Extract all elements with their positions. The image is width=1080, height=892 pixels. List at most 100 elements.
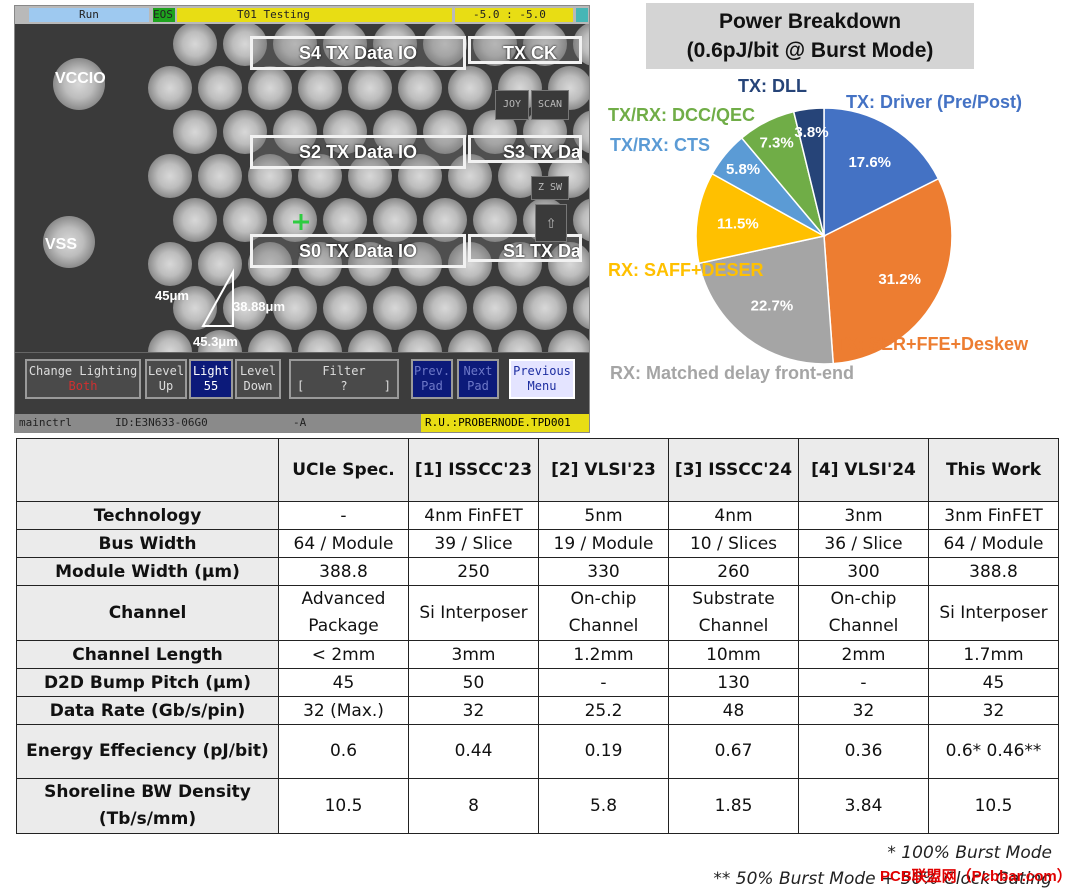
s4-tx-data-io-box[interactable]: S4 TX Data IO: [250, 36, 466, 70]
table-cell: 0.6* 0.46**: [928, 724, 1059, 779]
pie-category-label: TX: Driver (Pre/Post): [846, 92, 1022, 112]
pie-value-label: 17.6%: [848, 154, 891, 171]
table-row-header: Technology: [16, 501, 279, 530]
bump: [473, 198, 517, 242]
level-down-line2: Down: [243, 379, 273, 393]
table-cell: 10.5: [928, 778, 1059, 834]
s3-tx-label: S3 TX Da: [503, 142, 582, 162]
bump: [323, 24, 367, 66]
bump: [423, 198, 467, 242]
bump: [148, 330, 192, 352]
table-column-header: [1] ISSCC'23: [408, 438, 539, 502]
s2-tx-data-io-box[interactable]: S2 TX Data IO: [250, 135, 466, 169]
bump: [348, 154, 392, 198]
bump: [423, 286, 467, 330]
bump: [298, 242, 342, 286]
table-cell: 64 / Module: [928, 529, 1059, 558]
table-cell: 3nm: [798, 501, 929, 530]
table-cell: 388.8: [278, 557, 409, 586]
next-pad-button[interactable]: Next Pad: [457, 359, 499, 399]
table-cell: 330: [538, 557, 669, 586]
table-cell: 3mm: [408, 640, 539, 669]
z-sw-button[interactable]: Z SW: [531, 176, 569, 200]
bump: [398, 242, 442, 286]
change-lighting-label: Change Lighting: [28, 364, 138, 378]
test-status: T01 Testing: [177, 8, 452, 22]
table-cell: 4nm FinFET: [408, 501, 539, 530]
table-cell: -: [798, 668, 929, 697]
bump: [548, 242, 589, 286]
change-lighting-button[interactable]: Change Lighting Both: [25, 359, 141, 399]
table-cell: 10.5: [278, 778, 409, 834]
s0-tx-label: S0 TX Data IO: [298, 241, 418, 261]
scan-label: SCAN: [537, 99, 563, 110]
bump: [348, 330, 392, 352]
bump: [573, 110, 589, 154]
footnote-clock-gating: ** 50% Burst Mode + 50% Clock Gating: [713, 869, 1052, 889]
table-cell: 32 (Max.): [278, 696, 409, 725]
table-row-header: Module Width (μm): [16, 557, 279, 586]
table-cell: 250: [408, 557, 539, 586]
bump: [273, 110, 317, 154]
previous-menu-button[interactable]: Previous Menu: [509, 359, 575, 399]
power-breakdown-pie-chart: 17.6% TX: Driver (Pre/Post) 31.2% TX: SER+F…: [608, 76, 1029, 383]
vccio-pad-label: VCCIO: [55, 70, 106, 87]
bump: [298, 66, 342, 110]
microscope-view[interactable]: VCCIO VSS S4 TX Data IO TX CK S2 TX Data…: [15, 24, 589, 352]
table-row-header: Channel Length: [16, 640, 279, 669]
bump: [223, 198, 267, 242]
joy-button[interactable]: JOY: [495, 90, 529, 120]
bump: [323, 286, 367, 330]
level-down-button[interactable]: Level Down: [235, 359, 281, 399]
status-id: ID:E3N633-06G0: [115, 416, 208, 429]
z-up-arrow-button[interactable]: ⇧: [535, 204, 567, 242]
pie-title-line2: (0.6pJ/bit @ Burst Mode): [686, 39, 934, 62]
large-pad: [43, 216, 95, 268]
pie-title-line1: Power Breakdown: [718, 10, 902, 33]
pitch-triangle: [201, 268, 234, 327]
bump: [248, 66, 292, 110]
status-mainctrl: mainctrl: [19, 416, 72, 429]
table-column-header: UCIe Spec.: [278, 438, 409, 502]
bump: [448, 330, 492, 352]
light-label: Light: [192, 364, 230, 378]
s0-tx-data-io-box[interactable]: S0 TX Data IO: [250, 234, 466, 268]
prev-pad-button[interactable]: Prev. Pad: [411, 359, 453, 399]
bump: [198, 66, 242, 110]
pie-category-label: TX: SER+FFE+Deskew: [835, 334, 1029, 354]
bump: [398, 66, 442, 110]
pitch-45-3um-label: 45.3μm: [193, 334, 238, 349]
table-cell: Si Interposer: [408, 585, 539, 641]
vss-pad-label: VSS: [45, 236, 78, 253]
scan-button[interactable]: SCAN: [531, 90, 569, 120]
titlebar-end-block: [576, 8, 588, 22]
table-cell: < 2mm: [278, 640, 409, 669]
bump: [373, 198, 417, 242]
bump: [198, 154, 242, 198]
pitch-38-88um-label: 38.88μm: [233, 299, 286, 314]
level-down-line1: Level: [239, 364, 277, 378]
table-cell: 300: [798, 557, 929, 586]
next-pad-line1: Next: [463, 364, 493, 378]
comparison-table: UCIe Spec. [1] ISSCC'23 [2] VLSI'23 [3] ISS…: [16, 438, 1059, 834]
table-cell: 260: [668, 557, 799, 586]
bump: [298, 330, 342, 352]
s3-tx-box[interactable]: S3 TX Da: [468, 135, 582, 163]
level-up-button[interactable]: Level Up: [145, 359, 187, 399]
bump: [548, 330, 589, 352]
bump: [573, 286, 589, 330]
table-cell: 50: [408, 668, 539, 697]
table-cell: 64 / Module: [278, 529, 409, 558]
level-up-line1: Level: [147, 364, 185, 378]
bump: [248, 330, 292, 352]
tx-ck-box[interactable]: TX CK: [468, 36, 582, 64]
bump: [273, 24, 317, 66]
bump: [498, 242, 542, 286]
bump: [473, 286, 517, 330]
table-cell: On-chip Channel: [798, 585, 929, 641]
filter-button[interactable]: Filter [ ? ]: [289, 359, 399, 399]
filter-label: Filter: [322, 364, 366, 378]
bump: [573, 198, 589, 242]
table-row: Bus Width 64 / Module 39 / Slice 19 / Modul…: [16, 529, 1059, 558]
table-cell: Si Interposer: [928, 585, 1059, 641]
